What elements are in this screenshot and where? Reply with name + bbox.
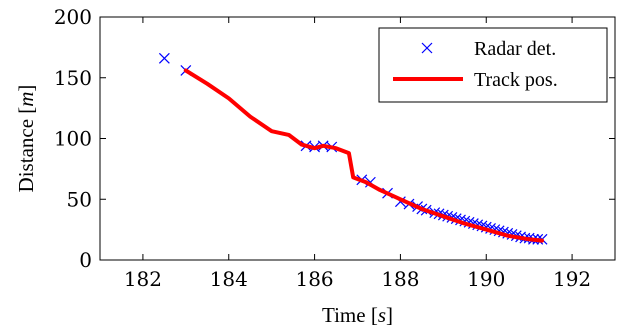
legend-label: Radar det. bbox=[474, 38, 556, 60]
x-tick-label: 184 bbox=[210, 267, 248, 291]
y-tick-label: 150 bbox=[54, 66, 92, 90]
legend-marker-x-icon bbox=[421, 42, 433, 54]
legend-items: Radar det. Track pos. bbox=[393, 38, 558, 91]
series-track-line bbox=[183, 68, 544, 243]
y-tick-label: 50 bbox=[67, 187, 92, 211]
y-tick-label: 0 bbox=[79, 248, 92, 272]
x-tick-label: 182 bbox=[124, 267, 162, 291]
x-tick-label: 186 bbox=[295, 267, 333, 291]
legend-label: Track pos. bbox=[474, 69, 558, 91]
radar-detection-point bbox=[158, 52, 170, 64]
legend-item: Track pos. bbox=[393, 69, 558, 91]
legend-box bbox=[378, 27, 608, 103]
y-tick-label: 100 bbox=[54, 127, 92, 151]
x-tick-label: 190 bbox=[467, 267, 505, 291]
plot-area: 182 184 186 188 190 192 0 50 100 150 200 bbox=[54, 5, 616, 291]
y-tick-label: 200 bbox=[54, 5, 92, 29]
y-axis-label: Distance [m] bbox=[14, 85, 38, 193]
ticks: 182 184 186 188 190 192 0 50 100 150 200 bbox=[54, 5, 615, 291]
x-tick-label: 192 bbox=[553, 267, 591, 291]
series-layer bbox=[158, 52, 548, 245]
legend-item: Radar det. bbox=[421, 38, 556, 60]
legend: Radar det. Track pos. bbox=[378, 27, 608, 103]
x-tick-label: 188 bbox=[381, 267, 419, 291]
x-axis-label: Time [s] bbox=[322, 303, 393, 327]
